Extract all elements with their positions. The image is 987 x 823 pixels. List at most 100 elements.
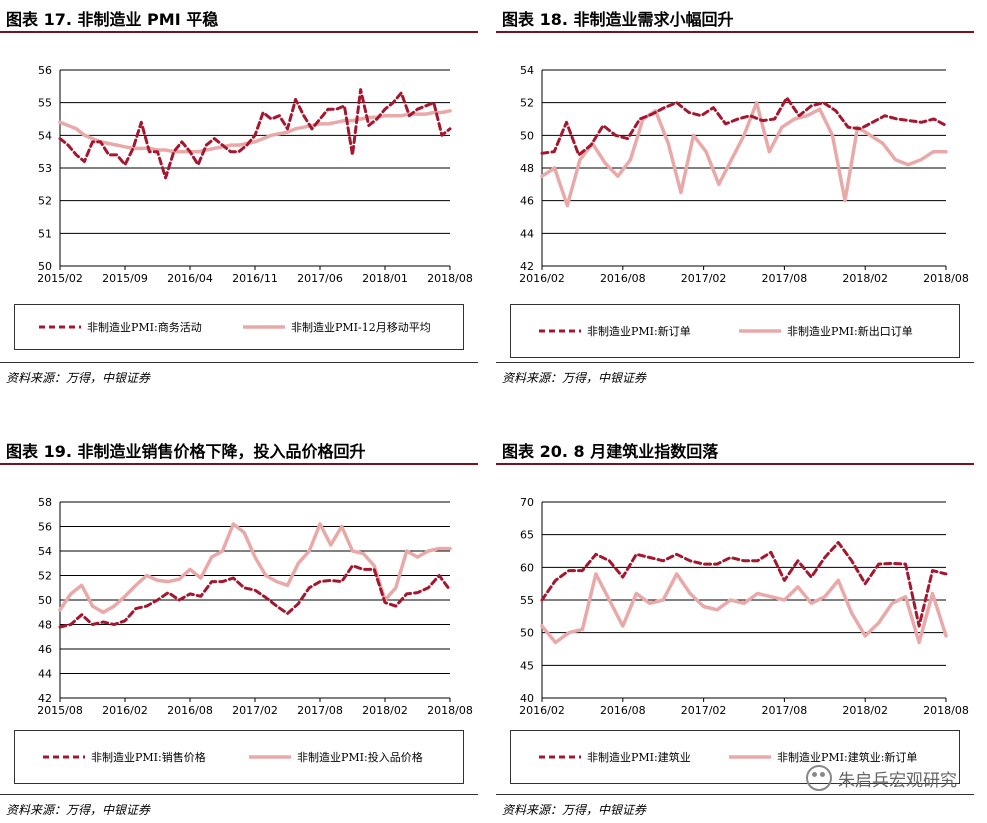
x-tick-label: 2017/02 (681, 704, 727, 717)
legend-entry-series-2: 非制造业PMI:建筑业:新订单 (729, 749, 917, 765)
x-tick-label: 2015/09 (102, 272, 148, 285)
x-tick-label: 2018/01 (362, 272, 408, 285)
source-note: 资料来源：万得，中银证券 (502, 371, 647, 385)
legend-entry-series-1: 非制造业PMI:建筑业 (539, 749, 691, 765)
y-tick-label: 51 (38, 227, 52, 240)
chart-title: 图表 20. 8 月建筑业指数回落 (502, 442, 719, 461)
y-tick-label: 40 (520, 692, 534, 705)
y-tick-label: 65 (520, 529, 534, 542)
y-tick-label: 54 (38, 545, 52, 558)
title-divider (0, 463, 478, 465)
title-divider (0, 31, 478, 33)
y-tick-label: 52 (38, 570, 52, 583)
series-line-2 (540, 100, 948, 208)
x-tick-label: 2018/02 (842, 704, 888, 717)
x-tick-label: 2018/08 (923, 272, 969, 285)
y-tick-label: 56 (38, 521, 52, 534)
y-tick-label: 53 (38, 162, 52, 175)
wechat-icon (806, 765, 832, 791)
source-divider (496, 362, 974, 363)
legend-entry-series-2: 非制造业PMI-12月移动平均 (243, 319, 431, 335)
legend-entry-series-1: 非制造业PMI:商务活动 (39, 319, 202, 335)
y-tick-label: 42 (38, 692, 52, 705)
x-tick-label: 2018/02 (842, 272, 888, 285)
source-divider (496, 794, 974, 795)
x-tick-label: 2018/08 (427, 704, 473, 717)
series-line-2 (58, 109, 452, 154)
legend-label: 非制造业PMI:投入品价格 (297, 751, 423, 764)
x-tick-label: 2018/02 (362, 704, 408, 717)
chart-panel-18: 图表 18. 非制造业需求小幅回升 42 44 46 48 50 52 54 2016/02 2… (496, 0, 976, 390)
legend-entry-series-1: 非制造业PMI:新订单 (539, 323, 691, 339)
chart-title: 图表 18. 非制造业需求小幅回升 (502, 10, 734, 29)
y-tick-label: 48 (520, 162, 534, 175)
x-tick-label: 2017/06 (297, 272, 343, 285)
x-tick-label: 2016/02 (102, 704, 148, 717)
title-divider (496, 463, 974, 465)
x-tick-label: 2016/02 (519, 704, 565, 717)
legend-label: 非制造业PMI:销售价格 (91, 751, 206, 764)
line-chart: 42 44 46 48 50 52 54 2016/02 2016/08 2017/02 2017/… (519, 64, 969, 285)
x-tick-label: 2017/08 (297, 704, 343, 717)
y-tick-label: 55 (38, 97, 52, 110)
legend-label: 非制造业PMI:新订单 (587, 325, 691, 338)
chart-title: 图表 19. 非制造业销售价格下降，投入品价格回升 (6, 442, 366, 461)
x-tick-label: 2017/02 (232, 704, 278, 717)
y-tick-label: 60 (520, 561, 534, 574)
y-tick-label: 42 (520, 260, 534, 273)
x-tick-label: 2017/08 (762, 272, 808, 285)
series-line-1 (58, 564, 452, 629)
chart-legend: 非制造业PMI:建筑业 非制造业PMI:建筑业:新订单 (510, 730, 960, 784)
legend-label: 非制造业PMI-12月移动平均 (291, 321, 431, 334)
x-tick-label: 2017/08 (762, 704, 808, 717)
y-tick-label: 46 (520, 195, 534, 208)
y-tick-label: 55 (520, 594, 534, 607)
source-note: 资料来源：万得，中银证券 (502, 803, 647, 817)
line-chart: 42 44 46 48 50 52 54 56 58 2015/08 2016/02 2016/08 2… (37, 496, 473, 717)
y-tick-label: 54 (38, 129, 52, 142)
x-tick-label: 2016/11 (232, 272, 278, 285)
series-line-1 (540, 541, 948, 628)
legend-entry-series-2: 非制造业PMI:新出口订单 (739, 323, 913, 339)
title-divider (496, 31, 974, 33)
line-chart: 40 45 50 55 60 65 70 2016/02 2016/08 2017/02 2017/… (519, 496, 969, 717)
chart-panel-20: 图表 20. 8 月建筑业指数回落 40 45 50 55 60 65 70 2016/02 2… (496, 432, 976, 822)
x-tick-label: 2017/02 (681, 272, 727, 285)
series-line-1 (540, 96, 948, 157)
x-tick-label: 2016/04 (167, 272, 213, 285)
y-tick-label: 50 (520, 627, 534, 640)
y-tick-label: 70 (520, 496, 534, 509)
x-tick-label: 2015/02 (37, 272, 83, 285)
chart-legend: 非制造业PMI:新订单 非制造业PMI:新出口订单 (510, 304, 960, 358)
y-tick-label: 52 (38, 195, 52, 208)
chart-panel-19: 图表 19. 非制造业销售价格下降，投入品价格回升 42 44 46 48 50 52 54… (0, 432, 480, 822)
x-tick-label: 2016/08 (600, 704, 646, 717)
x-tick-label: 2018/08 (923, 704, 969, 717)
watermark-text: 朱启兵宏观研究 (838, 770, 957, 791)
y-tick-label: 50 (38, 594, 52, 607)
chart-panel-17: 图表 17. 非制造业 PMI 平稳 50 51 52 53 54 55 56 2015/02… (0, 0, 480, 390)
x-tick-label: 2018/08 (427, 272, 473, 285)
x-tick-label: 2016/02 (519, 272, 565, 285)
legend-label: 非制造业PMI:建筑业 (587, 751, 691, 764)
source-divider (0, 794, 478, 795)
watermark: 朱启兵宏观研究 (806, 765, 957, 791)
chart-title: 图表 17. 非制造业 PMI 平稳 (6, 10, 219, 29)
y-tick-label: 52 (520, 97, 534, 110)
y-tick-label: 48 (38, 619, 52, 632)
y-tick-label: 54 (520, 64, 534, 77)
x-tick-label: 2015/08 (37, 704, 83, 717)
y-tick-label: 44 (520, 227, 534, 240)
legend-label: 非制造业PMI:新出口订单 (787, 325, 913, 338)
source-divider (0, 362, 478, 363)
series-line-2 (58, 522, 452, 615)
y-tick-label: 45 (520, 659, 534, 672)
line-chart: 50 51 52 53 54 55 56 2015/02 2015/09 2016/04 2016/… (37, 64, 473, 285)
legend-entry-series-1: 非制造业PMI:销售价格 (43, 749, 206, 765)
chart-legend: 非制造业PMI:销售价格 非制造业PMI:投入品价格 (14, 730, 464, 784)
source-note: 资料来源：万得，中银证券 (6, 371, 151, 385)
series-line-1 (58, 88, 452, 180)
x-tick-label: 2016/08 (167, 704, 213, 717)
legend-entry-series-2: 非制造业PMI:投入品价格 (249, 749, 423, 765)
legend-label: 非制造业PMI:建筑业:新订单 (777, 751, 918, 764)
